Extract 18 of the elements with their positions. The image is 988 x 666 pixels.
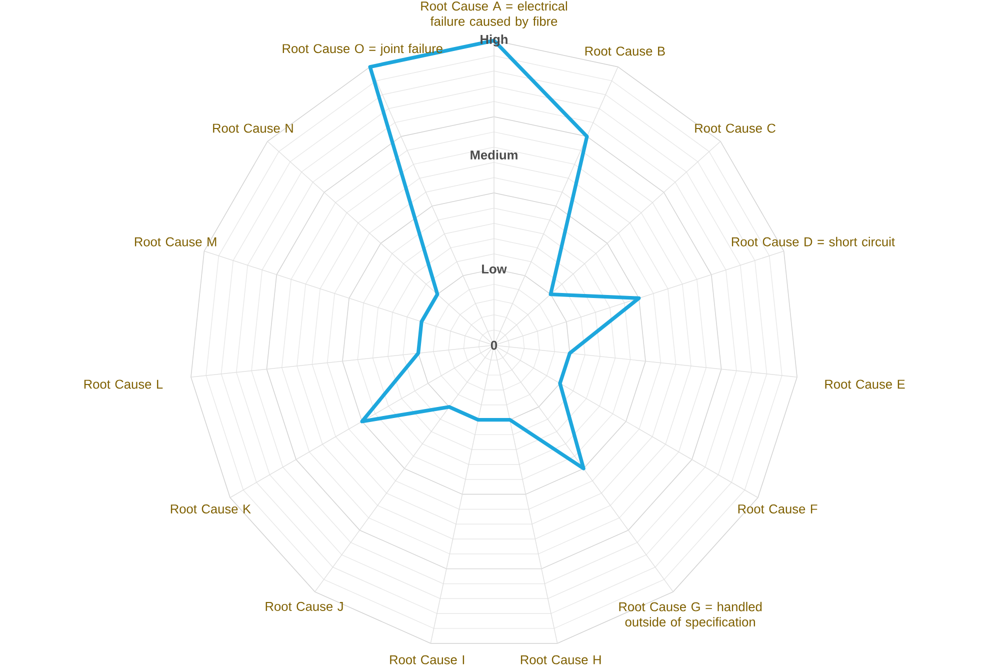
y-tick-label: Low: [482, 264, 507, 274]
spoke-label: Root Cause G = handled outside of specification: [619, 602, 762, 630]
spoke-label: Root Cause N: [213, 124, 293, 133]
y-tick-label: 0: [490, 340, 498, 350]
spoke-label: Root Cause M: [134, 238, 216, 247]
spoke-label: Root Cause J: [266, 602, 343, 612]
spoke-label: Root Cause H: [520, 655, 601, 665]
y-tick-label: Medium: [470, 150, 518, 160]
spoke-label: Root Cause D = short circuit: [732, 237, 895, 247]
spoke-label: Root Cause O = joint failure: [282, 44, 442, 56]
spoke-label: Root Cause B: [585, 46, 665, 56]
spoke-label: Root Cause E: [825, 380, 905, 389]
spoke-label: Root Cause L: [84, 380, 163, 389]
spoke-label: Root Cause K: [170, 504, 251, 514]
spoke-label: Root Cause C: [695, 124, 776, 133]
spoke-label: Root Cause I: [390, 655, 464, 665]
spoke-label: Root Cause F: [738, 504, 818, 514]
spoke-label: Root Cause A = electrical failure caused by fibre: [421, 1, 567, 29]
